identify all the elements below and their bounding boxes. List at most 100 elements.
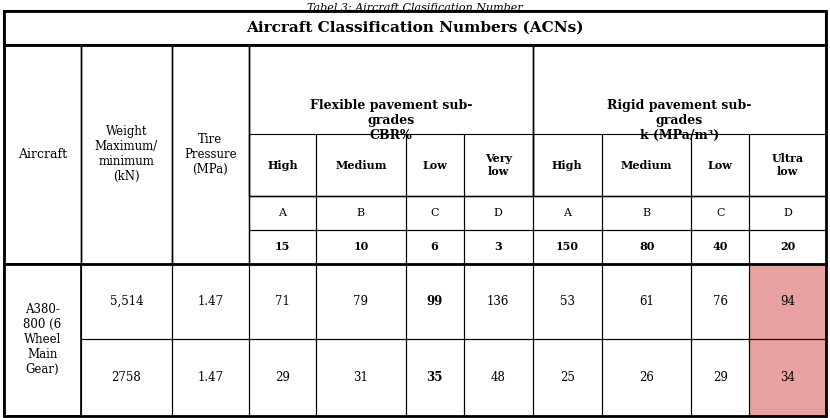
Bar — [316, 134, 406, 196]
Text: 1.47: 1.47 — [198, 295, 223, 308]
Bar — [406, 264, 464, 339]
Text: Medium: Medium — [335, 160, 387, 171]
Bar — [602, 134, 691, 196]
Bar — [316, 339, 406, 416]
Bar — [533, 45, 826, 196]
Bar — [533, 264, 602, 339]
Bar — [249, 264, 316, 339]
Text: Aircraft: Aircraft — [17, 148, 67, 161]
Text: 99: 99 — [427, 295, 442, 308]
Bar — [533, 339, 602, 416]
Bar — [691, 264, 749, 339]
Text: 29: 29 — [275, 371, 290, 384]
Text: B: B — [642, 208, 651, 218]
Bar — [533, 196, 602, 230]
Text: 25: 25 — [559, 371, 574, 384]
Text: Low: Low — [422, 160, 447, 171]
Text: 6: 6 — [431, 242, 438, 252]
Bar — [249, 339, 316, 416]
Text: Ultra
low: Ultra low — [772, 153, 803, 177]
Text: 15: 15 — [275, 242, 290, 252]
Text: Flexible pavement sub-
grades
CBR%: Flexible pavement sub- grades CBR% — [310, 99, 472, 142]
Bar — [749, 196, 826, 230]
Bar — [464, 339, 533, 416]
Bar — [406, 196, 464, 230]
Text: 20: 20 — [780, 242, 795, 252]
Bar — [602, 196, 691, 230]
Bar — [691, 196, 749, 230]
Bar — [749, 339, 826, 416]
Text: 29: 29 — [713, 371, 728, 384]
Text: 76: 76 — [713, 295, 728, 308]
Bar — [4, 45, 81, 264]
Text: Very
low: Very low — [485, 153, 512, 177]
Text: Low: Low — [708, 160, 733, 171]
Bar — [249, 134, 316, 196]
Text: High: High — [552, 160, 583, 171]
Text: 136: 136 — [487, 295, 510, 308]
Bar — [464, 134, 533, 196]
Text: 40: 40 — [713, 242, 728, 252]
Bar — [691, 230, 749, 264]
Text: D: D — [494, 208, 503, 218]
Text: 53: 53 — [559, 295, 574, 308]
Bar — [406, 134, 464, 196]
Bar — [249, 230, 316, 264]
Text: A: A — [278, 208, 286, 218]
Bar — [749, 264, 826, 339]
Bar — [464, 230, 533, 264]
Text: 150: 150 — [556, 242, 579, 252]
Text: Weight
Maximum/
minimum
(kN): Weight Maximum/ minimum (kN) — [95, 125, 158, 183]
Bar — [691, 134, 749, 196]
Text: C: C — [431, 208, 439, 218]
Bar — [602, 230, 691, 264]
Text: 1.47: 1.47 — [198, 371, 223, 384]
Bar — [316, 230, 406, 264]
Text: Tire
Pressure
(MPa): Tire Pressure (MPa) — [184, 133, 237, 176]
Bar — [172, 264, 249, 339]
Text: Tabel 3: Aircraft Clasification Number: Tabel 3: Aircraft Clasification Number — [307, 3, 523, 13]
Text: 3: 3 — [494, 242, 502, 252]
Bar — [691, 339, 749, 416]
Bar — [749, 134, 826, 196]
Bar — [316, 264, 406, 339]
Bar — [533, 230, 602, 264]
Bar — [406, 230, 464, 264]
Text: 94: 94 — [780, 295, 795, 308]
Text: 5,514: 5,514 — [110, 295, 144, 308]
Text: C: C — [716, 208, 725, 218]
Bar — [249, 196, 316, 230]
Bar — [749, 264, 826, 339]
Text: B: B — [357, 208, 365, 218]
Text: Aircraft Classification Numbers (ACNs): Aircraft Classification Numbers (ACNs) — [247, 21, 583, 35]
Text: Rigid pavement sub-
grades
k (MPa/m³): Rigid pavement sub- grades k (MPa/m³) — [608, 99, 751, 142]
Text: Medium: Medium — [621, 160, 672, 171]
Bar — [406, 339, 464, 416]
Text: D: D — [784, 208, 792, 218]
Bar — [4, 264, 81, 416]
Bar — [81, 45, 172, 264]
Text: 80: 80 — [639, 242, 654, 252]
Bar — [533, 134, 602, 196]
Bar — [4, 11, 826, 45]
Bar — [172, 339, 249, 416]
Bar — [602, 339, 691, 416]
Text: 48: 48 — [491, 371, 505, 384]
Text: 2758: 2758 — [111, 371, 141, 384]
Text: 10: 10 — [354, 242, 369, 252]
Bar — [464, 264, 533, 339]
Text: 71: 71 — [275, 295, 290, 308]
Bar — [249, 45, 533, 196]
Bar — [749, 230, 826, 264]
Text: 61: 61 — [639, 295, 654, 308]
Bar — [172, 45, 249, 264]
Text: 34: 34 — [780, 371, 795, 384]
Bar — [464, 196, 533, 230]
Text: 31: 31 — [354, 371, 369, 384]
Bar — [81, 339, 172, 416]
Text: 35: 35 — [427, 371, 442, 384]
Bar — [602, 264, 691, 339]
Bar — [749, 339, 826, 416]
Text: 79: 79 — [354, 295, 369, 308]
Bar — [316, 196, 406, 230]
